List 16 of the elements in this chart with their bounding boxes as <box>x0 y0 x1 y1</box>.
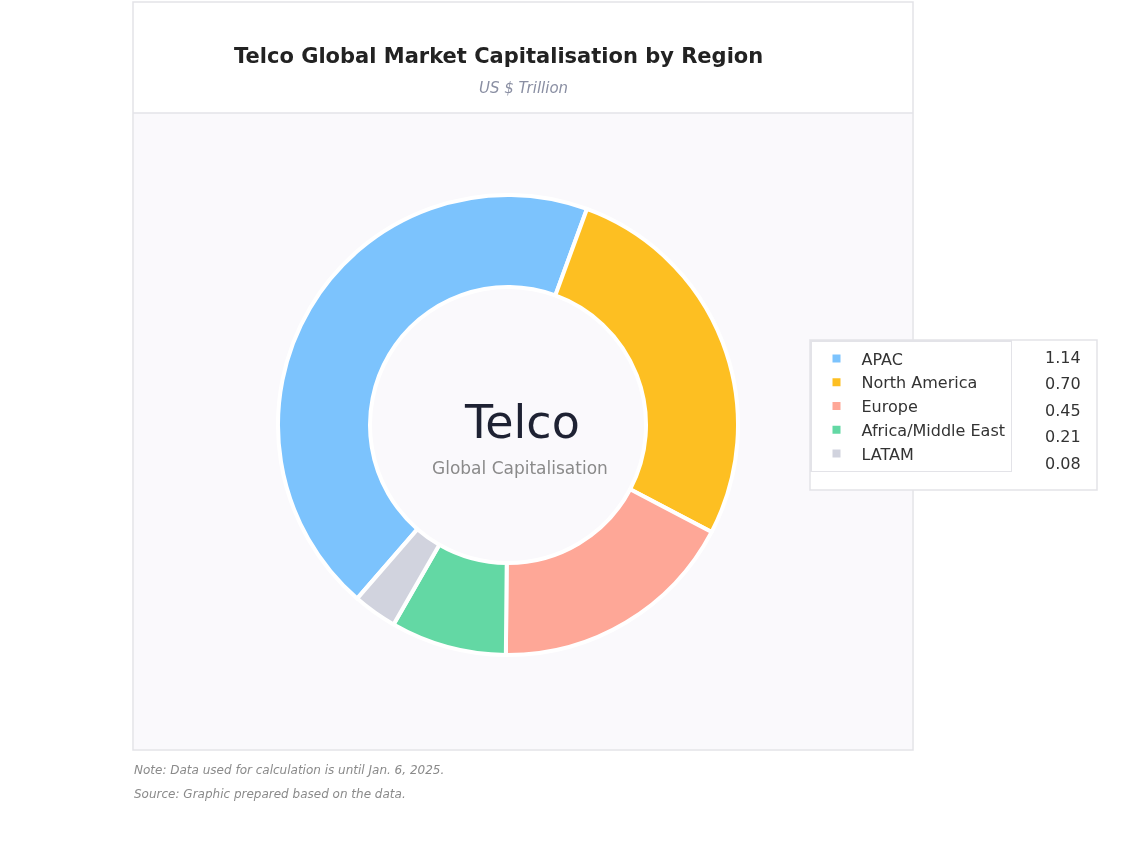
legend-label: APAC <box>861 349 903 369</box>
legend-label: Africa/Middle East <box>861 421 1005 441</box>
data-label: 1.14 <box>1045 348 1081 367</box>
text: Telco <box>464 395 580 449</box>
text: Global Capitalisation <box>432 458 608 478</box>
text: Note: Data used for calculation is until Jan. 6, 2025. <box>134 763 445 777</box>
data-label: 0.45 <box>1045 401 1081 420</box>
data-label: 0.70 <box>1045 374 1081 393</box>
chart-subtitle: US $ Trillion <box>479 79 569 97</box>
legend-label: North America <box>861 373 978 393</box>
legend-label: LATAM <box>861 444 914 464</box>
legend-label: Europe <box>861 397 918 417</box>
data-label: 0.21 <box>1045 427 1081 446</box>
source-note: Source: Graphic prepared based on the data. <box>134 787 406 801</box>
chart-title: Telco Global Market Capitalisation by Region <box>234 44 764 68</box>
data-label: 0.08 <box>1045 454 1081 473</box>
